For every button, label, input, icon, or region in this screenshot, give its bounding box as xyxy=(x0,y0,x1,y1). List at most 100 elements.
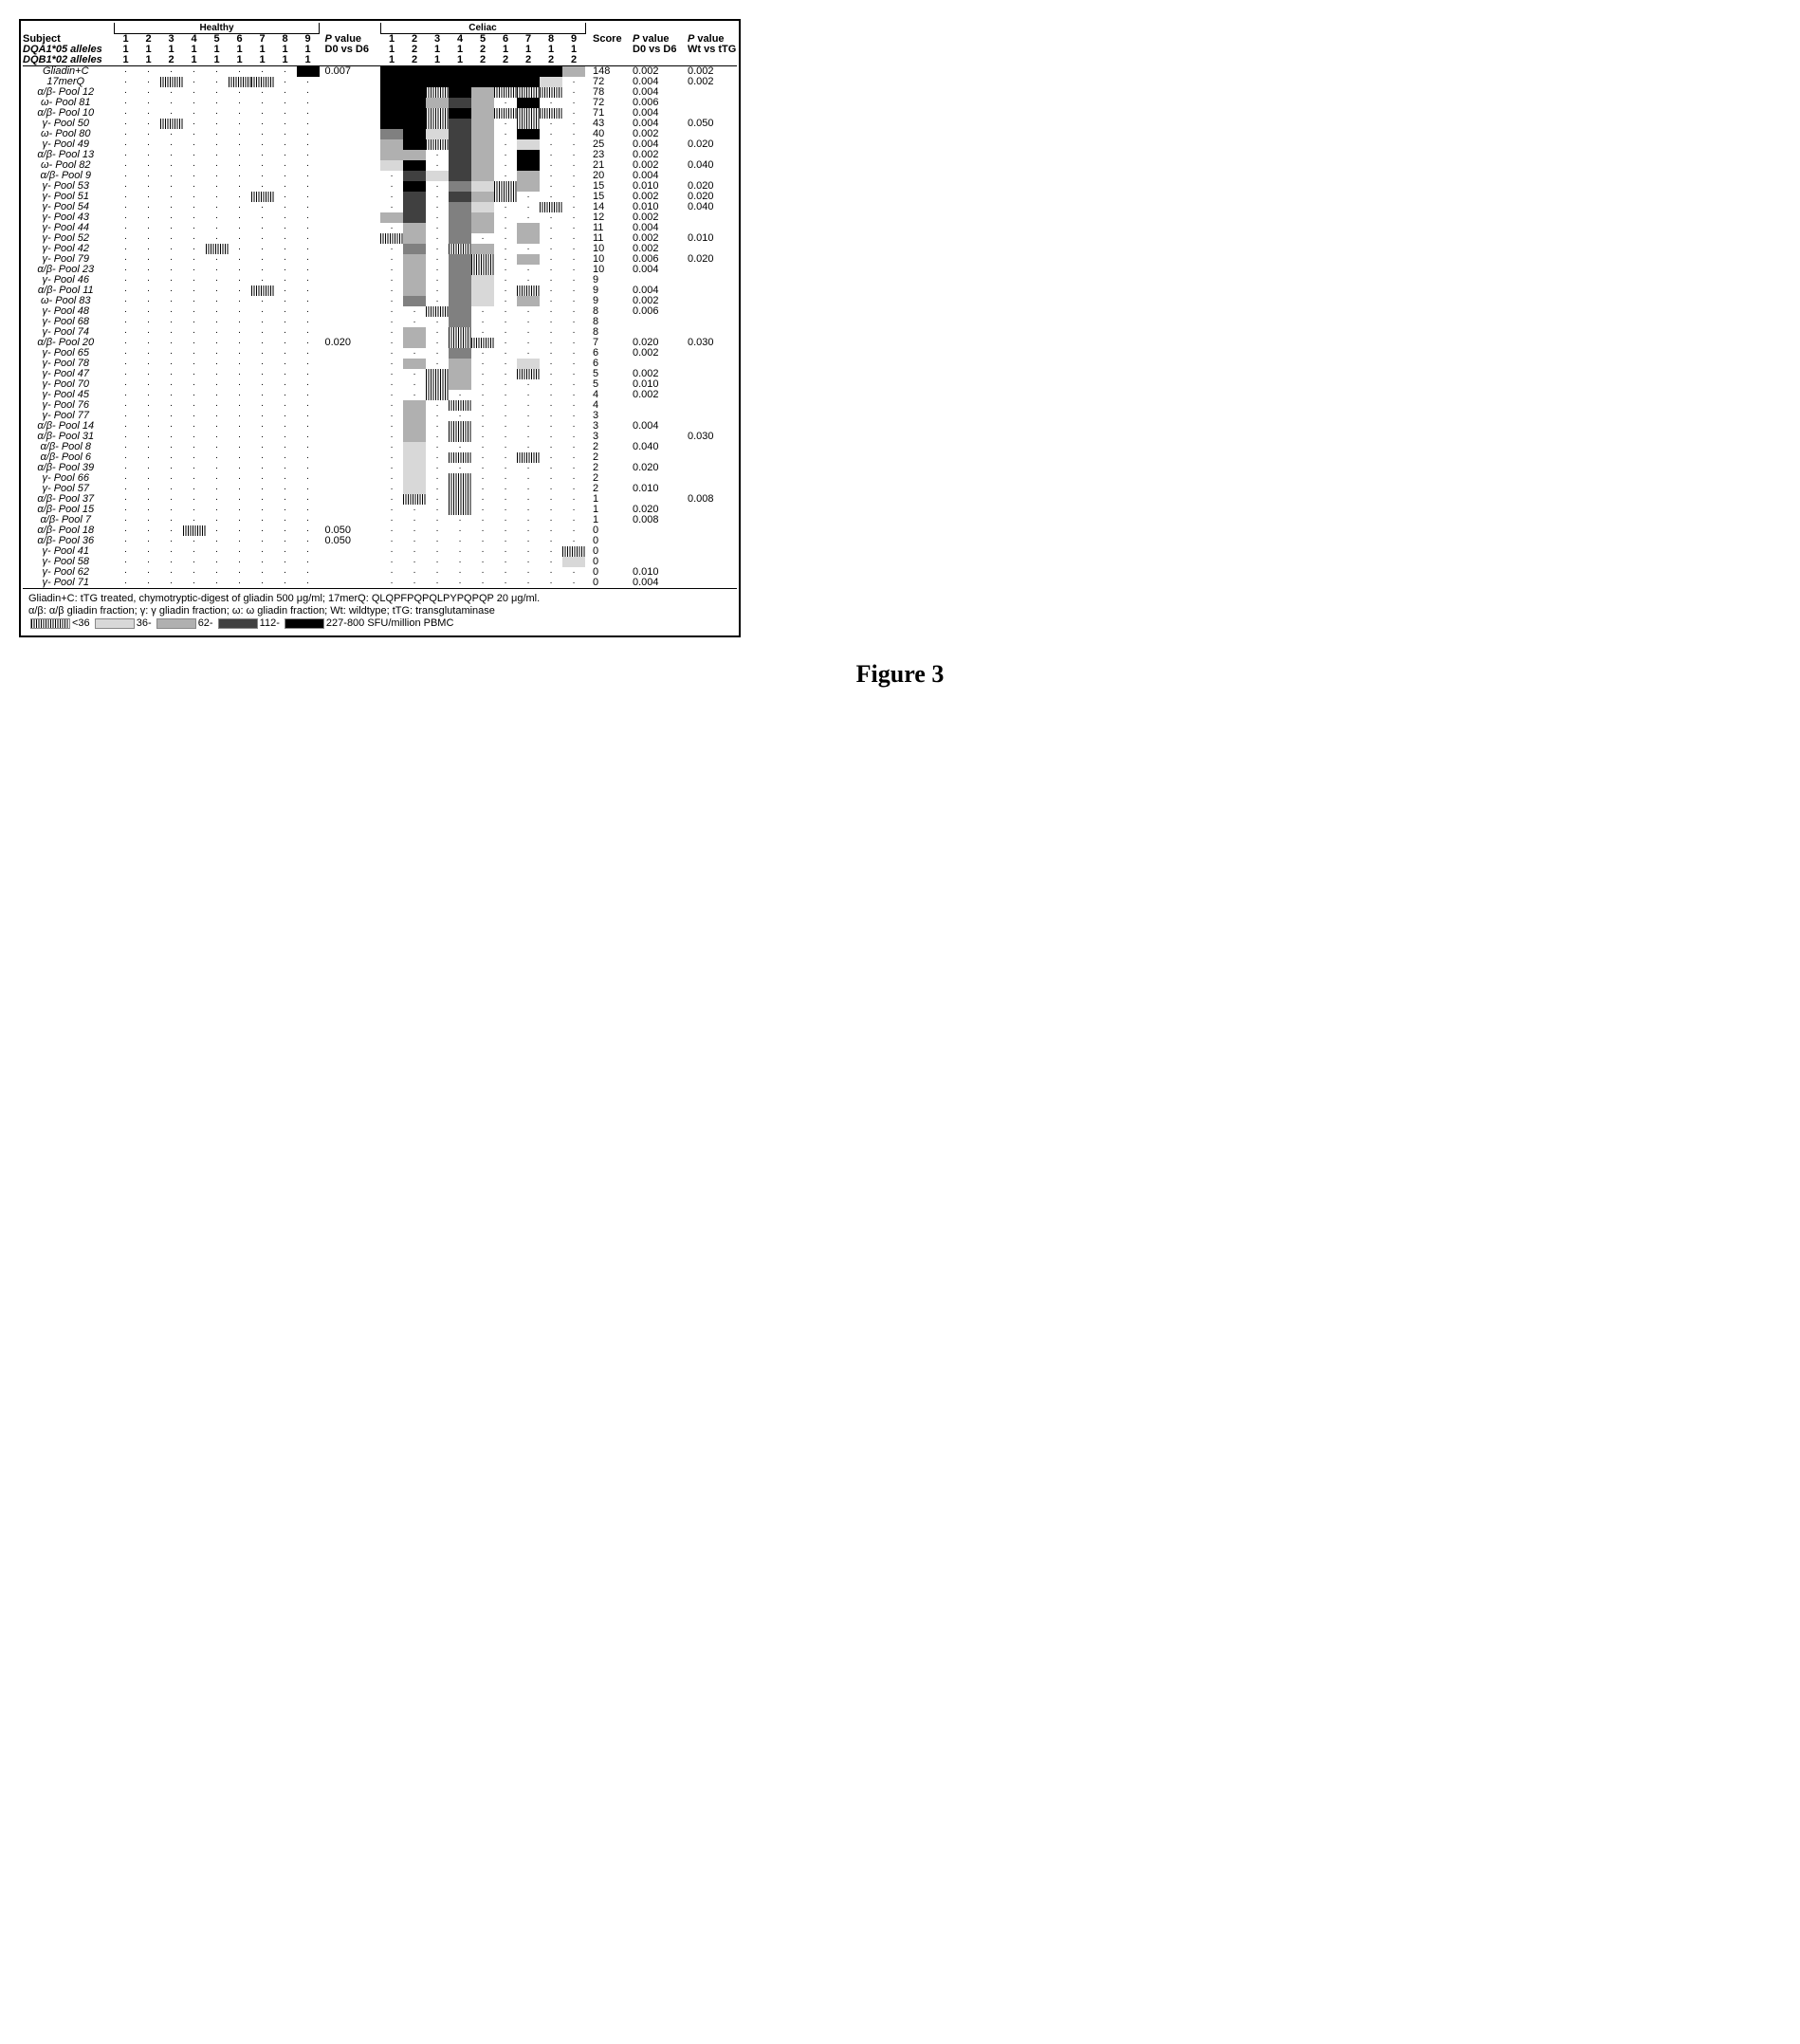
heatmap-cell: · xyxy=(380,327,403,338)
heatmap-cell: · xyxy=(494,265,517,275)
heatmap-cell: · xyxy=(206,285,229,296)
heatmap-cell: · xyxy=(426,338,449,348)
heatmap-cell: · xyxy=(274,390,297,400)
heatmap-cell xyxy=(449,285,471,296)
heatmap-cell: · xyxy=(540,150,562,160)
heatmap-cell: · xyxy=(426,432,449,442)
heatmap-cell xyxy=(562,66,585,78)
heatmap-cell xyxy=(517,160,540,171)
heatmap-cell: · xyxy=(138,119,160,129)
table-row: α/β- Pool 31················30.030 xyxy=(23,432,737,442)
heatmap-cell: · xyxy=(380,505,403,515)
heatmap-cell: · xyxy=(471,505,494,515)
heatmap-cell: · xyxy=(517,515,540,525)
heatmap-cell: · xyxy=(206,567,229,578)
heatmap-cell: · xyxy=(297,233,320,244)
heatmap-cell: · xyxy=(138,254,160,265)
heatmap-cell xyxy=(449,108,471,119)
heatmap-cell: · xyxy=(540,233,562,244)
table-row: α/β- Pool 39·················20.020 xyxy=(23,463,737,473)
heatmap-cell: · xyxy=(229,181,251,192)
table-row: γ- Pool 58·················0 xyxy=(23,557,737,567)
heatmap-cell: · xyxy=(562,275,585,285)
heatmap-cell: · xyxy=(380,171,403,181)
heatmap-cell: · xyxy=(274,452,297,463)
heatmap-cell: · xyxy=(403,348,426,359)
heatmap-cell: · xyxy=(426,421,449,432)
heatmap-cell: · xyxy=(517,244,540,254)
heatmap-cell: · xyxy=(380,275,403,285)
heatmap-cell: · xyxy=(494,484,517,494)
heatmap-cell: · xyxy=(160,212,183,223)
heatmap-cell xyxy=(517,108,540,119)
heatmap-cell: · xyxy=(160,254,183,265)
heatmap-cell: · xyxy=(206,306,229,317)
heatmap-cell: · xyxy=(138,505,160,515)
heatmap-cell: · xyxy=(115,463,138,473)
heatmap-cell: · xyxy=(562,129,585,139)
heatmap-cell: · xyxy=(206,557,229,567)
heatmap-cell: · xyxy=(251,379,274,390)
heatmap-cell xyxy=(449,348,471,359)
heatmap-cell: · xyxy=(138,348,160,359)
heatmap-cell: · xyxy=(517,379,540,390)
heatmap-cell: · xyxy=(115,129,138,139)
heatmap-cell: · xyxy=(297,306,320,317)
heatmap-cell: · xyxy=(562,150,585,160)
heatmap-cell: · xyxy=(471,442,494,452)
heatmap-cell: · xyxy=(297,411,320,421)
heatmap-cell: · xyxy=(471,421,494,432)
heatmap-cell xyxy=(517,98,540,108)
heatmap-cell xyxy=(426,139,449,150)
heatmap-cell: · xyxy=(251,150,274,160)
heatmap-cell: · xyxy=(471,348,494,359)
heatmap-cell: · xyxy=(229,87,251,98)
heatmap-cell: · xyxy=(380,525,403,536)
heatmap-cell: · xyxy=(540,338,562,348)
heatmap-cell xyxy=(403,463,426,473)
heatmap-cell: · xyxy=(471,233,494,244)
table-row: γ- Pool 62··················00.010 xyxy=(23,567,737,578)
heatmap-cell xyxy=(403,484,426,494)
heatmap-cell: · xyxy=(115,160,138,171)
heatmap-cell: · xyxy=(380,338,403,348)
heatmap-cell: · xyxy=(426,202,449,212)
heatmap-cell: · xyxy=(206,129,229,139)
table-row: α/β- Pool 10··········710.004 xyxy=(23,108,737,119)
heatmap-cell: · xyxy=(297,87,320,98)
heatmap-cell: · xyxy=(494,411,517,421)
heatmap-cell: · xyxy=(251,348,274,359)
heatmap-cell: · xyxy=(380,296,403,306)
heatmap-cell: · xyxy=(297,98,320,108)
heatmap-cell: · xyxy=(471,411,494,421)
heatmap-cell: · xyxy=(229,223,251,233)
heatmap-cell: · xyxy=(160,202,183,212)
heatmap-cell: · xyxy=(494,369,517,379)
heatmap-cell: · xyxy=(160,525,183,536)
heatmap-cell: · xyxy=(206,171,229,181)
heatmap-cell: · xyxy=(471,525,494,536)
heatmap-cell: · xyxy=(540,254,562,265)
heatmap-cell xyxy=(403,494,426,505)
heatmap-cell xyxy=(380,150,403,160)
heatmap-cell: · xyxy=(115,192,138,202)
heatmap-cell: · xyxy=(183,223,206,233)
heatmap-cell: · xyxy=(160,244,183,254)
heatmap-cell: · xyxy=(540,98,562,108)
heatmap-cell: · xyxy=(160,192,183,202)
heatmap-cell: · xyxy=(426,327,449,338)
heatmap-cell: · xyxy=(426,411,449,421)
heatmap-cell: · xyxy=(426,254,449,265)
heatmap-cell: · xyxy=(540,515,562,525)
heatmap-cell: · xyxy=(562,202,585,212)
heatmap-cell: · xyxy=(115,108,138,119)
heatmap-cell: · xyxy=(380,202,403,212)
heatmap-cell: · xyxy=(494,233,517,244)
heatmap-cell xyxy=(471,244,494,254)
heatmap-cell: · xyxy=(183,473,206,484)
heatmap-cell: · xyxy=(517,484,540,494)
heatmap-cell: · xyxy=(183,463,206,473)
heatmap-cell xyxy=(380,233,403,244)
heatmap-cell: · xyxy=(471,536,494,546)
heatmap-cell: · xyxy=(251,275,274,285)
